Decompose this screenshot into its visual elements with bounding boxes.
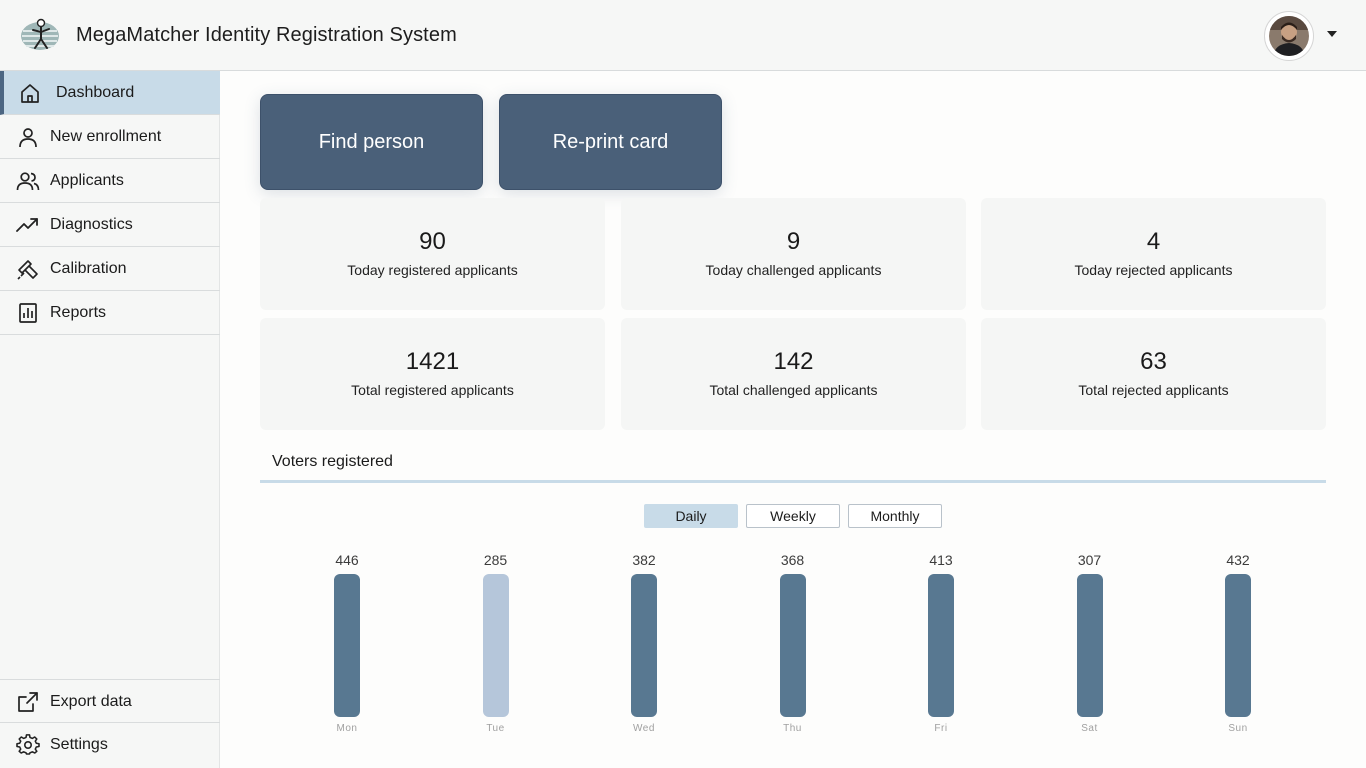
bar-value-label: 432 xyxy=(1226,552,1250,568)
stat-value: 9 xyxy=(786,228,801,255)
sidebar: Dashboard New enrollment Applicants Diag… xyxy=(0,71,220,768)
sidebar-item-label: Reports xyxy=(50,304,107,321)
toggle-daily[interactable]: Daily xyxy=(644,504,738,528)
chart-section-title: Voters registered xyxy=(272,453,393,470)
stat-card-total-rejected: 63 Total rejected applicants xyxy=(981,318,1326,430)
bar-tue[interactable] xyxy=(482,574,509,717)
user-menu-caret-icon[interactable] xyxy=(1327,31,1337,37)
trending-up-icon xyxy=(16,218,38,232)
bar-wed[interactable] xyxy=(631,574,657,717)
sidebar-item-calibration[interactable]: Calibration xyxy=(0,247,220,291)
stat-label: Today rejected applicants xyxy=(1074,262,1233,278)
gear-icon xyxy=(16,734,40,755)
stat-label: Total challenged applicants xyxy=(709,382,878,398)
sidebar-item-export-data[interactable]: Export data xyxy=(0,679,220,723)
bar-fri[interactable] xyxy=(928,574,954,717)
toggle-weekly[interactable]: Weekly xyxy=(746,504,840,528)
stat-value: 4 xyxy=(1146,228,1161,255)
sidebar-item-label: Settings xyxy=(50,736,108,753)
bar-sat[interactable] xyxy=(1076,574,1103,717)
sidebar-item-label: New enrollment xyxy=(50,128,162,145)
find-person-button[interactable]: Find person xyxy=(260,94,483,190)
sidebar-item-diagnostics[interactable]: Diagnostics xyxy=(0,203,220,247)
sidebar-item-label: Calibration xyxy=(50,260,127,277)
sidebar-item-label: Dashboard xyxy=(56,84,135,101)
bar-category-label: Wed xyxy=(633,723,655,734)
bar-value-label: 446 xyxy=(335,552,359,568)
stat-label: Today registered applicants xyxy=(347,262,518,278)
bar-category-label: Thu xyxy=(783,723,802,734)
export-icon xyxy=(18,692,38,712)
bar-category-label: Sun xyxy=(1228,723,1248,734)
bar-category-label: Sat xyxy=(1081,723,1098,734)
stat-card-total-challenged: 142 Total challenged applicants xyxy=(621,318,966,430)
app-header: MegaMatcher Identity Registration System xyxy=(0,0,1366,71)
bar-value-label: 285 xyxy=(483,552,508,568)
person-icon xyxy=(19,128,37,148)
stat-value: 63 xyxy=(1140,348,1167,375)
home-icon xyxy=(21,84,39,103)
bar-category-label: Tue xyxy=(486,723,505,734)
stat-card-today-rejected: 4 Today rejected applicants xyxy=(981,198,1326,310)
sidebar-item-reports[interactable]: Reports xyxy=(0,291,220,335)
voters-registered-bar-chart: 446 Mon 285 Tue 382 Wed 368 Thu 413 Fri 307 Sat 432 S… xyxy=(260,540,1326,768)
bar-sun[interactable] xyxy=(1225,574,1251,717)
stat-label: Total registered applicants xyxy=(351,382,514,398)
sidebar-item-label: Export data xyxy=(50,693,132,710)
sidebar-item-new-enrollment[interactable]: New enrollment xyxy=(0,115,220,159)
stat-label: Today challenged applicants xyxy=(705,262,882,278)
stat-card-today-registered: 90 Today registered applicants xyxy=(260,198,605,310)
bar-value-label: 307 xyxy=(1077,552,1102,568)
sidebar-item-dashboard[interactable]: Dashboard xyxy=(0,71,220,115)
bar-category-label: Mon xyxy=(336,723,358,734)
stat-card-total-registered: 1421 Total registered applicants xyxy=(260,318,605,430)
sidebar-item-settings[interactable]: Settings xyxy=(0,723,220,767)
toggle-monthly[interactable]: Monthly xyxy=(848,504,942,528)
bar-value-label: 382 xyxy=(632,552,656,568)
stat-value: 1421 xyxy=(405,348,460,375)
app-title: MegaMatcher Identity Registration System xyxy=(76,24,457,46)
user-avatar[interactable] xyxy=(1264,11,1314,61)
stat-value: 142 xyxy=(773,348,814,375)
sidebar-item-label: Diagnostics xyxy=(50,216,133,233)
sidebar-item-applicants[interactable]: Applicants xyxy=(0,159,220,203)
megamatcher-logo xyxy=(21,18,59,50)
bar-value-label: 413 xyxy=(929,552,953,568)
stat-card-today-challenged: 9 Today challenged applicants xyxy=(621,198,966,310)
stat-label: Total rejected applicants xyxy=(1078,382,1229,398)
bar-value-label: 368 xyxy=(780,552,805,568)
calibration-icon xyxy=(17,260,38,280)
section-divider xyxy=(260,480,1326,483)
sidebar-item-label: Applicants xyxy=(50,172,124,189)
reprint-card-button[interactable]: Re-print card xyxy=(499,94,722,190)
people-icon xyxy=(16,172,40,191)
bar-thu[interactable] xyxy=(779,574,806,717)
stat-value: 90 xyxy=(419,228,446,255)
bar-mon[interactable] xyxy=(334,574,360,717)
bar-category-label: Fri xyxy=(934,723,948,734)
chart-icon xyxy=(19,303,37,323)
user-photo xyxy=(1269,16,1309,56)
